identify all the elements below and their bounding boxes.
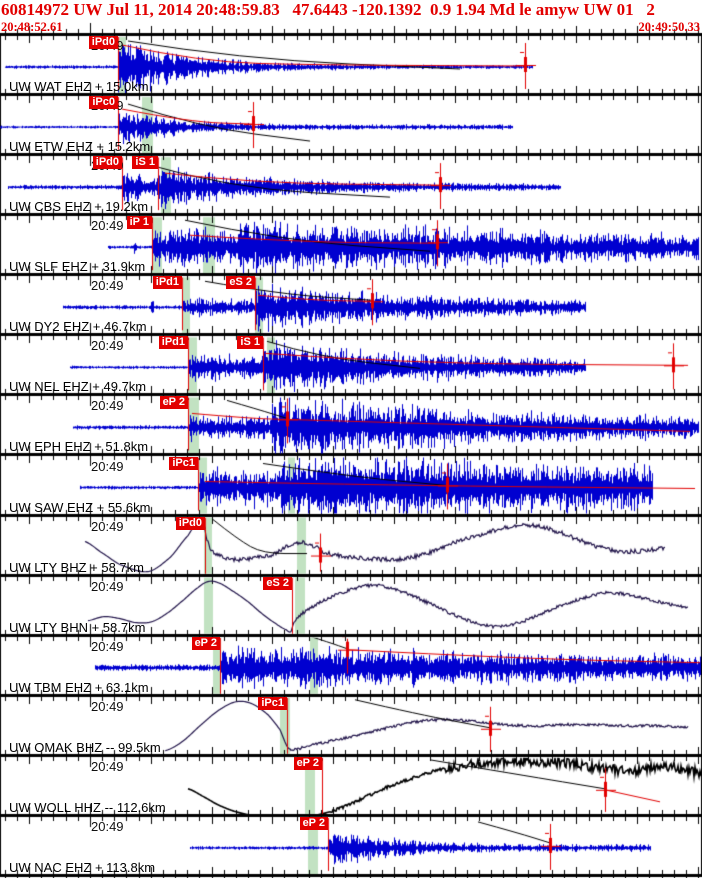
- pick-flag[interactable]: eP 2: [293, 757, 322, 770]
- pick-flag[interactable]: iPc0: [89, 96, 118, 109]
- pick-flag[interactable]: iPd1: [152, 276, 182, 289]
- window-start-time: 20:48:52.61: [1, 20, 63, 34]
- window-end-time: 20:49:50.33: [638, 20, 700, 34]
- pick-flag[interactable]: eP 2: [299, 817, 328, 830]
- pick-flag[interactable]: iPc1: [169, 457, 198, 470]
- pick-flag[interactable]: iP 1: [126, 216, 152, 229]
- pick-flag[interactable]: iPd0: [175, 517, 205, 530]
- pick-flag[interactable]: eP 2: [191, 637, 220, 650]
- pick-flag[interactable]: iS 1: [132, 156, 158, 169]
- pick-flag[interactable]: iPd1: [158, 336, 188, 349]
- pick-flag[interactable]: eS 2: [226, 276, 255, 289]
- pick-flag[interactable]: eS 2: [263, 577, 292, 590]
- pick-flag[interactable]: iPc1: [258, 697, 287, 710]
- pick-flag[interactable]: iPd0: [88, 36, 118, 49]
- pick-flag[interactable]: iS 1: [237, 336, 263, 349]
- pick-flag[interactable]: iPd0: [92, 156, 122, 169]
- event-summary-title: 60814972 UW Jul 11, 2014 20:48:59.83 47.…: [1, 0, 655, 19]
- pick-flag[interactable]: eP 2: [159, 396, 188, 409]
